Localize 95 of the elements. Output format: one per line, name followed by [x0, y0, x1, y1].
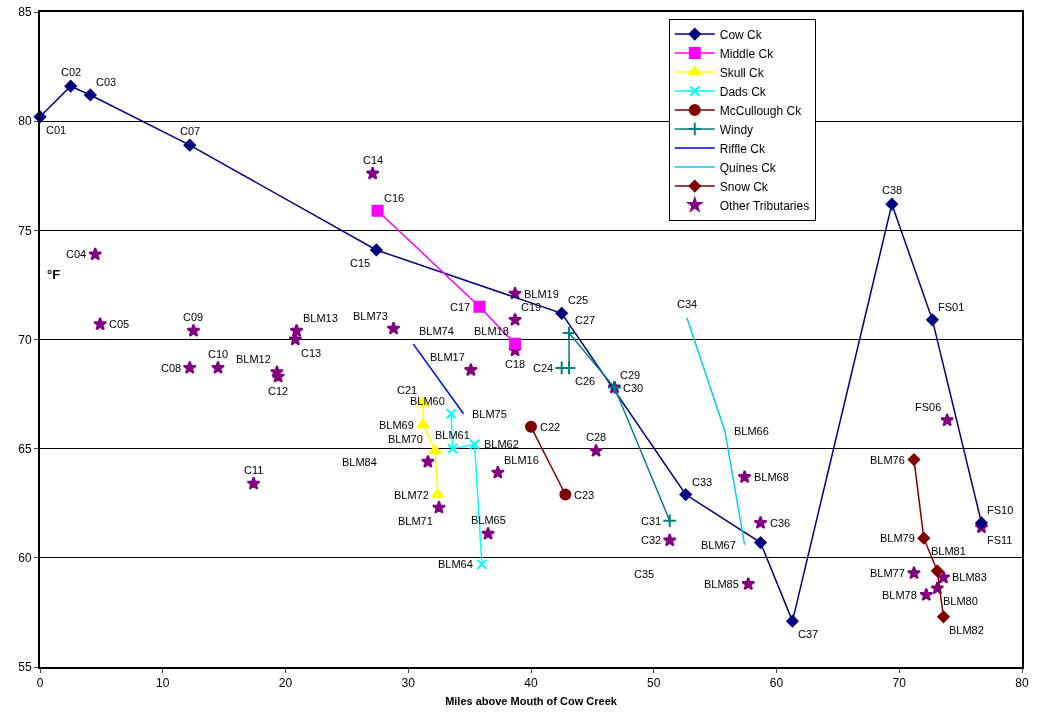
annotation: C22 — [540, 421, 561, 433]
annotation: C10 — [208, 348, 229, 360]
annotation: FS06 — [915, 401, 942, 413]
legend-label: Quines Ck — [719, 160, 777, 175]
annotation: C16 — [384, 192, 405, 204]
legend-label: Snow Ck — [719, 179, 769, 194]
y-tick-label: 55 — [18, 660, 32, 675]
x-tick-label: 70 — [892, 676, 907, 691]
x-tick-label: 50 — [647, 676, 661, 691]
annotation: BLM67 — [701, 539, 736, 551]
annotation: C37 — [798, 628, 819, 640]
x-tick-label: 0 — [36, 676, 44, 691]
annotation: BLM74 — [419, 325, 454, 337]
x-tick-label: 10 — [156, 676, 170, 691]
annotation: C32 — [641, 534, 662, 546]
annotation: C23 — [574, 489, 595, 501]
annotation: BLM81 — [931, 545, 966, 557]
annotation: BLM73 — [353, 310, 388, 322]
annotation: FS11 — [987, 534, 1013, 546]
annotation: FS10 — [987, 504, 1014, 516]
annotation: BLM78 — [882, 589, 917, 601]
annotation: BLM13 — [303, 312, 338, 324]
y-tick-label: 60 — [18, 551, 32, 566]
legend-label: Middle Ck — [719, 46, 775, 61]
annotation: BLM19 — [524, 288, 559, 300]
y-tick-label: 65 — [18, 441, 32, 456]
annotation: BLM17 — [430, 351, 465, 363]
annotation: C29 — [620, 369, 641, 381]
annotation: BLM70 — [388, 433, 423, 445]
annotation: FS01 — [938, 301, 965, 313]
annotation: BLM68 — [754, 471, 789, 483]
annotation: C27 — [575, 314, 596, 326]
x-tick-label: 20 — [278, 676, 293, 691]
annotation: BLM80 — [943, 595, 978, 607]
legend-label: Riffle Ck — [719, 141, 766, 156]
legend-label: McCullough Ck — [719, 103, 803, 118]
annotation: BLM79 — [880, 532, 915, 544]
annotation: C28 — [586, 431, 607, 443]
annotation: BLM75 — [472, 408, 507, 420]
annotation: C12 — [268, 385, 289, 397]
annotation: BLM84 — [342, 456, 377, 468]
legend-label: Cow Ck — [719, 27, 763, 42]
annotation: BLM71 — [398, 515, 433, 527]
annotation: C25 — [568, 294, 589, 306]
x-axis-title: Miles above Mouth of Cow Creek — [445, 695, 618, 708]
y-tick-label: 80 — [18, 114, 32, 129]
legend-label: Windy — [719, 122, 754, 137]
annotation: C11 — [244, 464, 264, 476]
annotation: C14 — [363, 154, 384, 166]
annotation: C31 — [641, 515, 662, 527]
annotation: C34 — [677, 298, 698, 310]
annotation: C26 — [575, 375, 596, 387]
annotation: C24 — [533, 362, 554, 374]
annotation: C05 — [109, 318, 130, 330]
annotation: BLM12 — [236, 353, 271, 365]
annotation: C08 — [161, 362, 182, 374]
annotation: C18 — [505, 358, 526, 370]
annotation: BLM64 — [438, 558, 473, 570]
annotation: BLM66 — [734, 425, 769, 437]
annotation: C13 — [301, 347, 322, 359]
legend-label: Dads Ck — [719, 84, 767, 99]
annotation: BLM82 — [949, 624, 984, 636]
annotation: BLM62 — [484, 438, 519, 450]
x-tick-label: 60 — [769, 676, 784, 691]
annotation: C36 — [770, 517, 791, 529]
annotation: C02 — [61, 66, 82, 78]
annotation: BLM85 — [704, 578, 739, 590]
x-tick-label: 30 — [401, 676, 416, 691]
y-axis-title: °F — [47, 267, 61, 282]
annotation: BLM16 — [504, 454, 539, 466]
x-tick-label: 40 — [524, 676, 538, 691]
annotation: C33 — [692, 476, 713, 488]
annotation: BLM69 — [379, 419, 414, 431]
legend-label: Other Tributaries — [719, 198, 810, 213]
annotation: BLM83 — [952, 571, 987, 583]
annotation: C38 — [882, 184, 903, 196]
annotation: C09 — [183, 311, 204, 323]
y-tick-label: 70 — [18, 332, 32, 347]
annotation: BLM72 — [394, 489, 429, 501]
annotation: C07 — [180, 125, 201, 137]
y-tick-label: 85 — [18, 5, 32, 20]
annotation: C15 — [350, 257, 371, 269]
annotation: C21 — [397, 384, 418, 396]
annotation: C01 — [46, 124, 67, 136]
annotation: C19 — [521, 301, 542, 313]
annotation: C03 — [96, 76, 117, 88]
annotation: C04 — [66, 248, 87, 260]
x-tick-label: 80 — [1015, 676, 1029, 691]
annotation: C35 — [634, 568, 655, 580]
annotation: BLM77 — [870, 567, 905, 579]
annotation: C17 — [450, 301, 471, 313]
y-tick-label: 75 — [18, 223, 32, 238]
annotation: C30 — [623, 382, 644, 394]
annotation: BLM76 — [870, 454, 905, 466]
legend-label: Skull Ck — [719, 65, 765, 80]
